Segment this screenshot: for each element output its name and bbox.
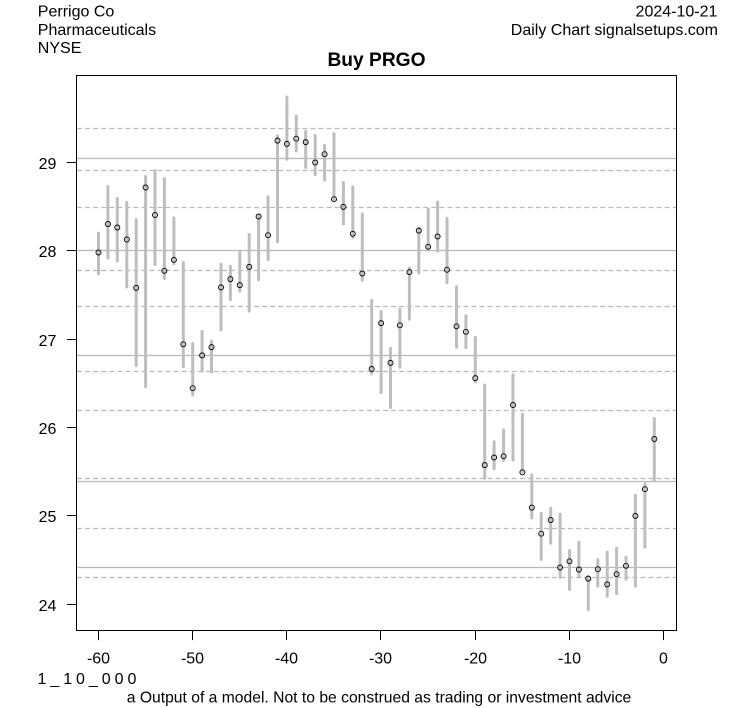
svg-text:24: 24 [39,598,57,615]
svg-text:-50: -50 [181,650,204,667]
svg-text:2024-10-21: 2024-10-21 [636,3,718,20]
svg-text:-30: -30 [369,650,392,667]
svg-text:-20: -20 [464,650,487,667]
svg-text:0: 0 [659,650,668,667]
svg-text:26: 26 [39,421,57,438]
svg-text:Pharmaceuticals: Pharmaceuticals [38,22,156,39]
svg-text:a Output of a model. Not to be: a Output of a model. Not to be construed… [127,690,632,707]
svg-text:Perrigo Co: Perrigo Co [38,3,115,20]
svg-text:29: 29 [39,156,57,173]
svg-text:-10: -10 [558,650,581,667]
svg-text:Daily Chart signalsetups.com: Daily Chart signalsetups.com [511,22,718,39]
svg-text:1_10_000: 1_10_000 [38,671,141,688]
svg-text:25: 25 [39,509,57,526]
svg-text:-40: -40 [275,650,298,667]
svg-text:27: 27 [39,333,57,350]
svg-text:Buy PRGO: Buy PRGO [327,50,425,71]
svg-text:28: 28 [39,244,57,261]
svg-text:NYSE: NYSE [38,40,82,57]
svg-text:-60: -60 [87,650,110,667]
